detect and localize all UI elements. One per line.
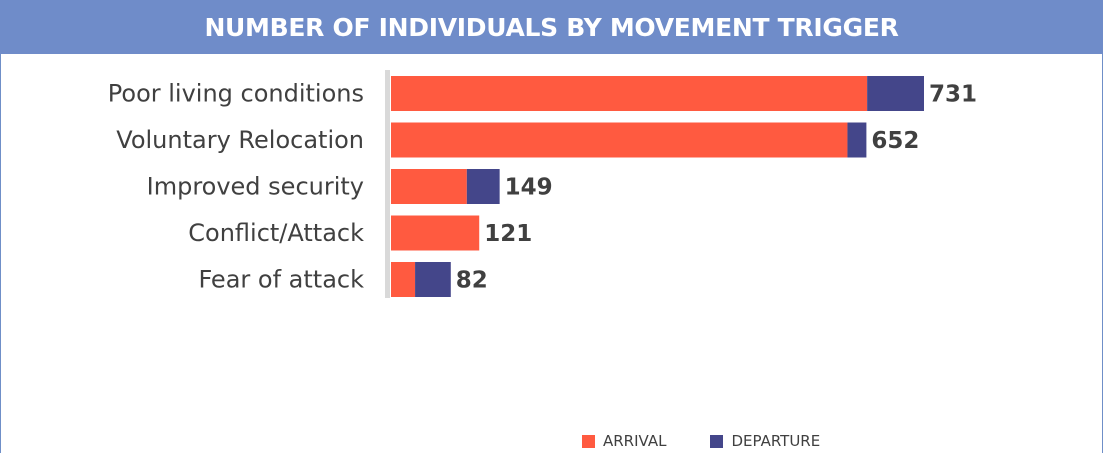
category-label-voluntary-relocation: Voluntary Relocation [116, 126, 364, 154]
chart-title: NUMBER OF INDIVIDUALS BY MOVEMENT TRIGGE… [0, 0, 1103, 54]
total-label-poor-living-conditions: 731 [929, 82, 977, 108]
total-label-conflict-attack: 121 [484, 221, 532, 247]
bar-departure-improved-security [466, 169, 500, 204]
legend-swatch-departure [710, 434, 724, 448]
category-label-improved-security: Improved security [147, 173, 364, 201]
legend-label-arrival: ARRIVAL [603, 432, 667, 450]
bar-arrival-improved-security [391, 169, 467, 204]
legend-label-departure: DEPARTURE [731, 432, 821, 450]
total-label-improved-security: 149 [505, 175, 553, 201]
legend-swatch-arrival [582, 434, 595, 448]
bar-arrival-conflict-attack [391, 215, 480, 251]
bar-departure-fear-of-attack [415, 262, 451, 297]
category-label-poor-living-conditions: Poor living conditions [108, 80, 364, 108]
legend: ARRIVAL DEPARTURE [582, 431, 864, 451]
bar-arrival-poor-living-conditions [391, 76, 868, 111]
category-label-fear-of-attack: Fear of attack [198, 266, 364, 294]
bar-arrival-voluntary-relocation [391, 122, 848, 158]
legend-item-departure: DEPARTURE [710, 432, 820, 450]
bar-departure-voluntary-relocation [847, 122, 867, 158]
category-label-conflict-attack: Conflict/Attack [188, 219, 364, 247]
legend-item-arrival: ARRIVAL [582, 432, 666, 450]
category-axis-line [385, 70, 390, 298]
total-label-fear-of-attack: 82 [456, 268, 488, 294]
total-label-voluntary-relocation: 652 [871, 128, 919, 154]
bar-arrival-fear-of-attack [391, 262, 416, 297]
bars-group [391, 76, 924, 297]
labels-group: Poor living conditions 731 Voluntary Reloc… [108, 80, 977, 294]
bar-departure-poor-living-conditions [867, 76, 924, 111]
